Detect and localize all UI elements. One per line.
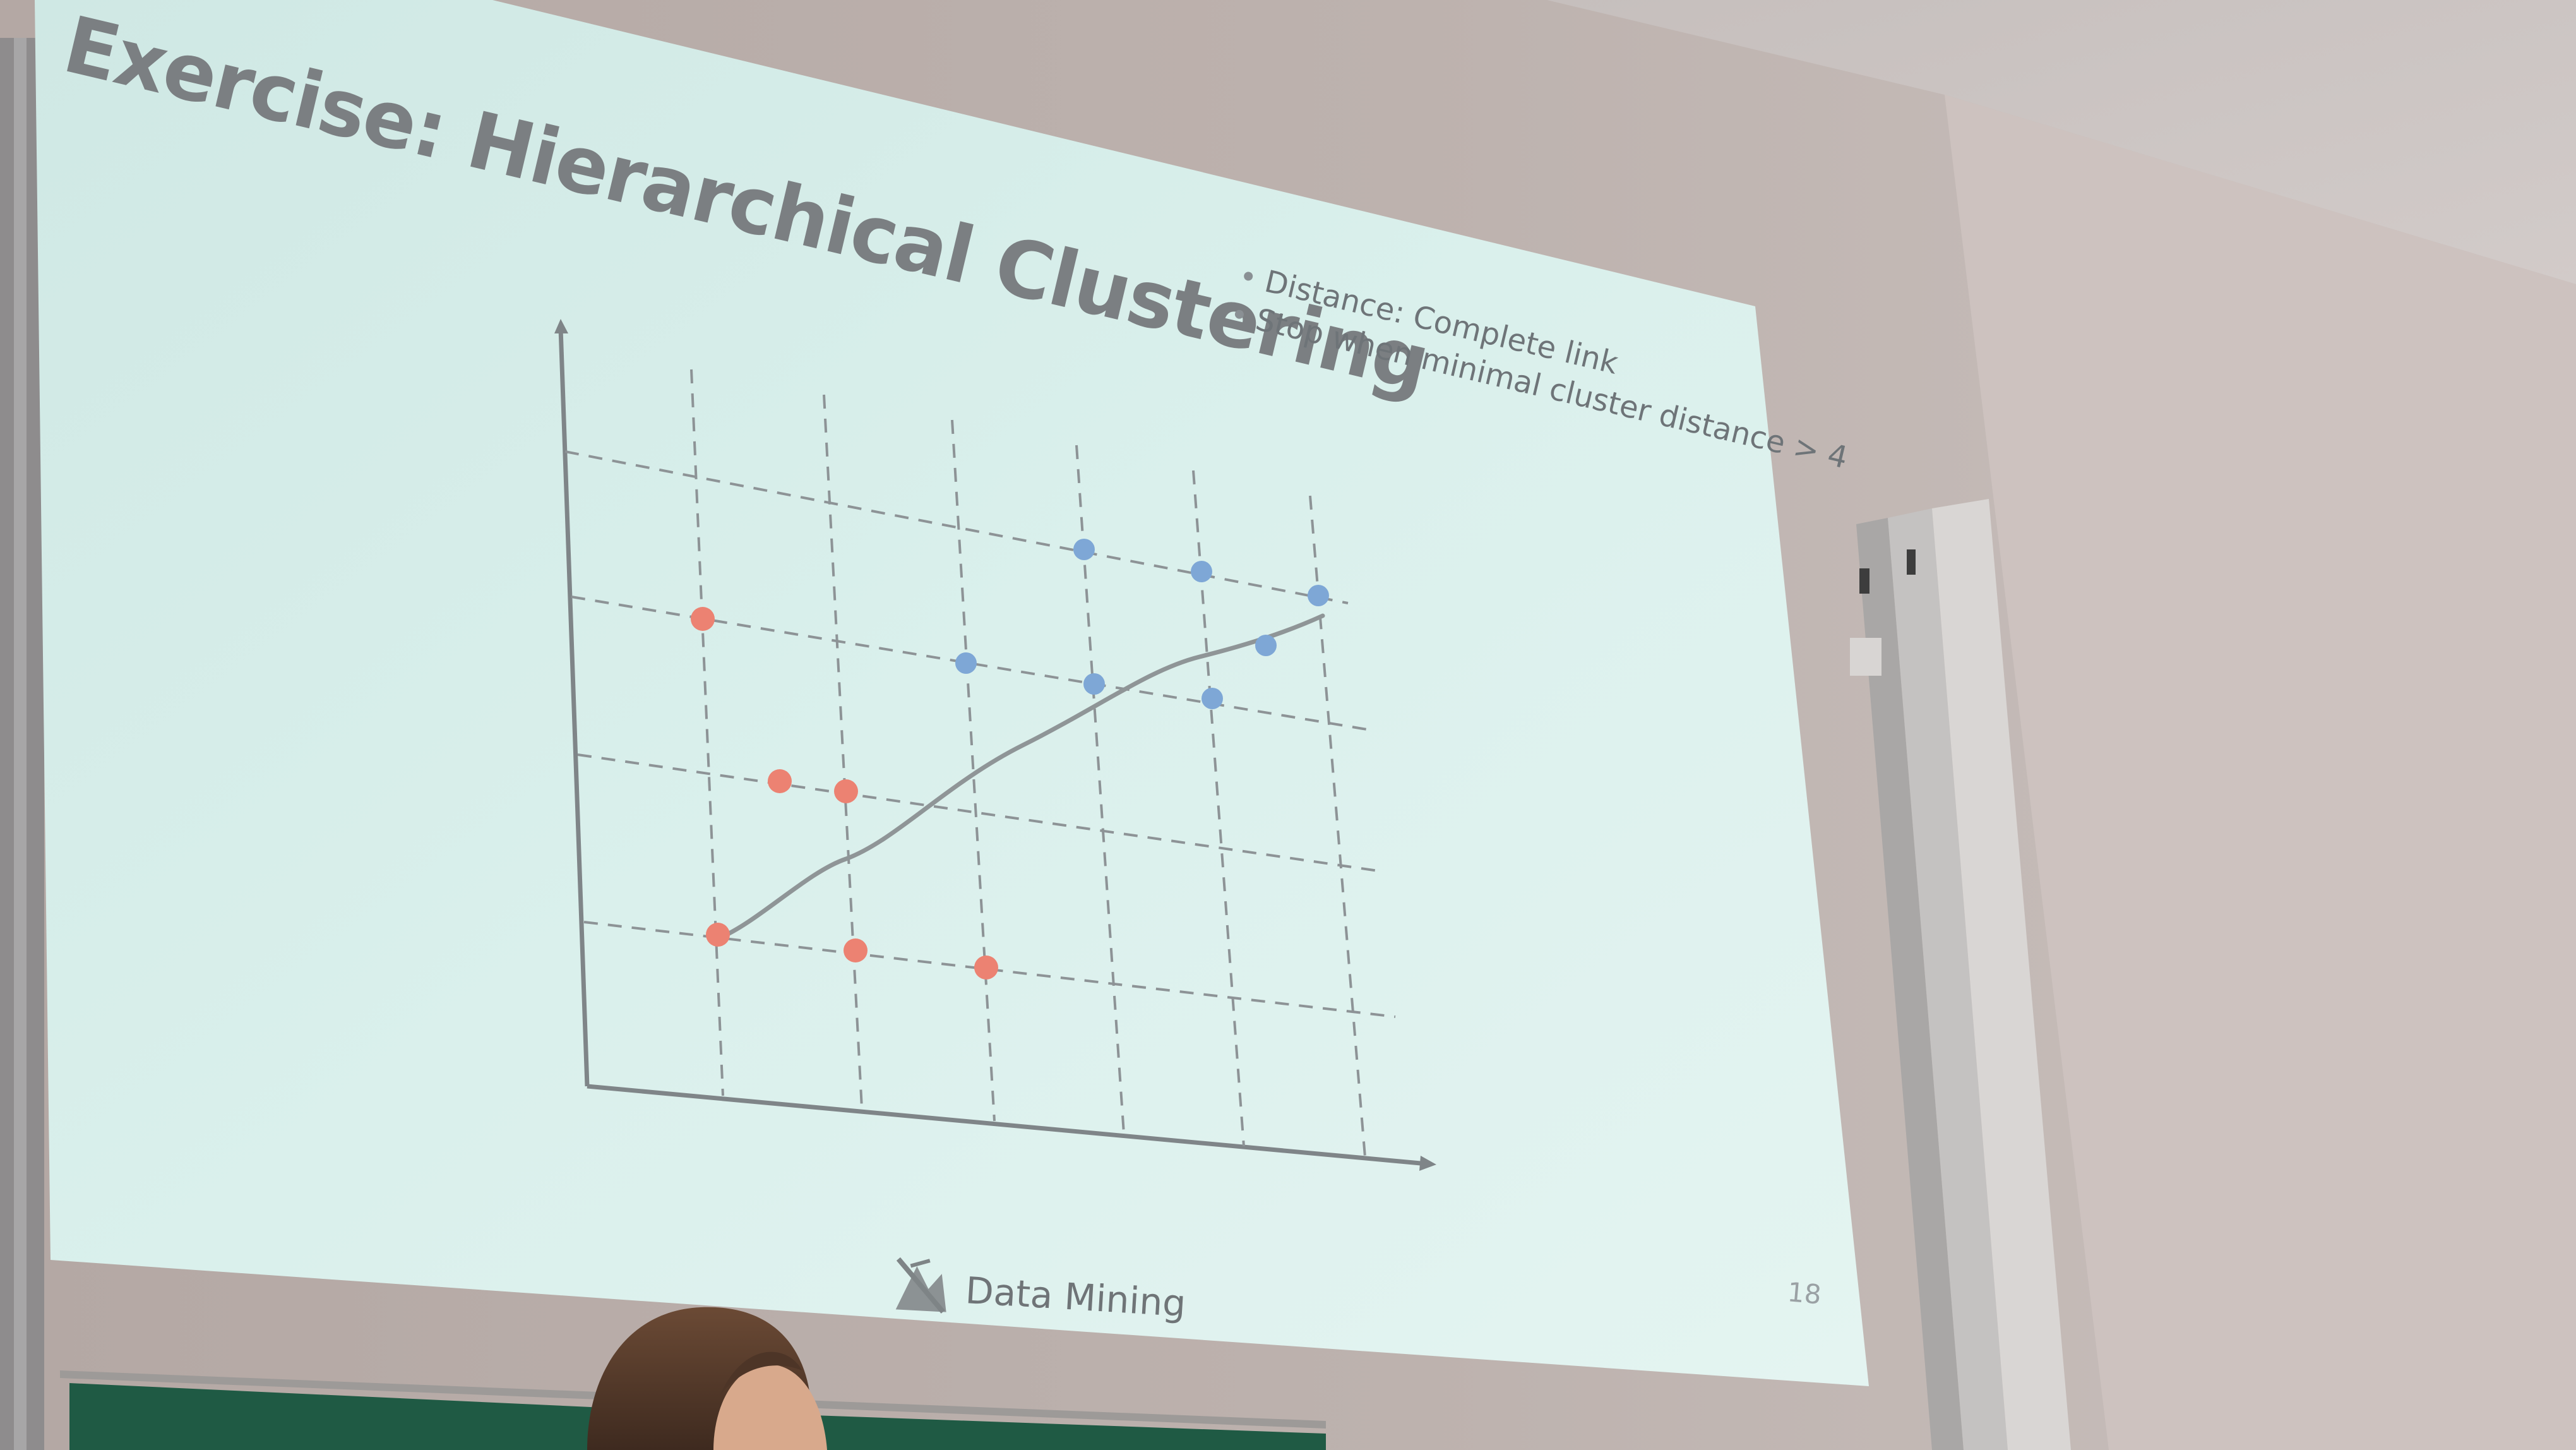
rail-mid [1888,508,2008,1450]
red-points [691,607,998,980]
red-point [768,769,792,793]
y-axis-arrow [554,319,568,333]
blue-point [1308,585,1329,606]
footer-logo [895,1257,946,1314]
bullet-dot [1244,272,1253,281]
x-axis [587,1084,1421,1166]
bullet-dot [1234,309,1244,319]
presenter-face [713,1364,827,1450]
rail-right [1932,499,2071,1450]
blue-point [1083,673,1105,695]
blue-point [1202,688,1223,709]
blue-point [1255,635,1277,656]
blue-point [1191,561,1212,582]
red-point [834,779,858,803]
y-axis [558,328,590,1087]
red-point [844,938,868,962]
blue-point [955,652,977,674]
page-number: 18 [1786,1276,1823,1310]
rail-left [1856,518,1964,1450]
plot [554,319,1436,1171]
grid-vertical [690,369,1366,1158]
projection-screen [35,0,1869,1386]
presenter [587,1307,827,1450]
blue-point [1073,539,1095,560]
blue-points [955,539,1329,709]
red-point [706,923,730,947]
side-wall [1945,95,2576,1450]
red-point [974,956,998,980]
x-axis-arrow [1419,1156,1436,1171]
red-point [691,607,715,631]
drawn-curve [717,613,1325,940]
ceiling [1547,0,2576,284]
